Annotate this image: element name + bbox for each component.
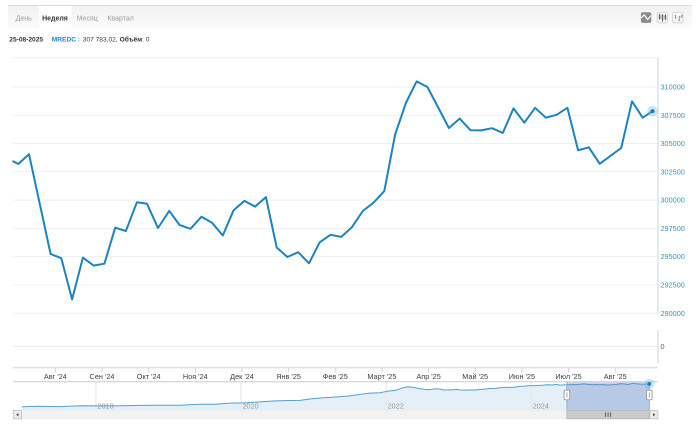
svg-text:Фев '25: Фев '25: [323, 372, 348, 381]
svg-text:2022: 2022: [388, 401, 404, 410]
svg-text:0: 0: [661, 342, 665, 351]
svg-text:Авг '24: Авг '24: [44, 372, 67, 381]
svg-text:2024: 2024: [533, 401, 549, 410]
svg-text:Квартал: Квартал: [107, 15, 133, 22]
svg-text:Май '25: Май '25: [462, 372, 488, 381]
svg-text:290000: 290000: [661, 309, 685, 318]
svg-text:Март '25: Март '25: [367, 372, 396, 381]
svg-text:307500: 307500: [661, 111, 685, 120]
svg-text:Июн '25: Июн '25: [509, 372, 535, 381]
svg-text:2020: 2020: [243, 401, 259, 410]
svg-text:Ноя '24: Ноя '24: [183, 372, 208, 381]
svg-text:297500: 297500: [661, 224, 685, 233]
svg-text:Июл '25: Июл '25: [555, 372, 581, 381]
svg-text:Янв '25: Янв '25: [276, 372, 301, 381]
svg-text:295000: 295000: [661, 252, 685, 261]
svg-text:Месяц: Месяц: [77, 15, 98, 22]
svg-text:302500: 302500: [661, 167, 685, 176]
svg-text:292500: 292500: [661, 281, 685, 290]
svg-text:Апр '25: Апр '25: [416, 372, 440, 381]
svg-text:День: День: [16, 15, 32, 22]
svg-text:Авг '25: Авг '25: [604, 372, 627, 381]
svg-text:305000: 305000: [661, 139, 685, 148]
svg-text:Сен '24: Сен '24: [90, 372, 115, 381]
svg-text:300000: 300000: [661, 196, 685, 205]
svg-text:Дек '24: Дек '24: [230, 372, 254, 381]
svg-text:310000: 310000: [661, 83, 685, 92]
svg-text:Неделя: Неделя: [42, 15, 68, 22]
svg-text:Окт '24: Окт '24: [137, 372, 161, 381]
